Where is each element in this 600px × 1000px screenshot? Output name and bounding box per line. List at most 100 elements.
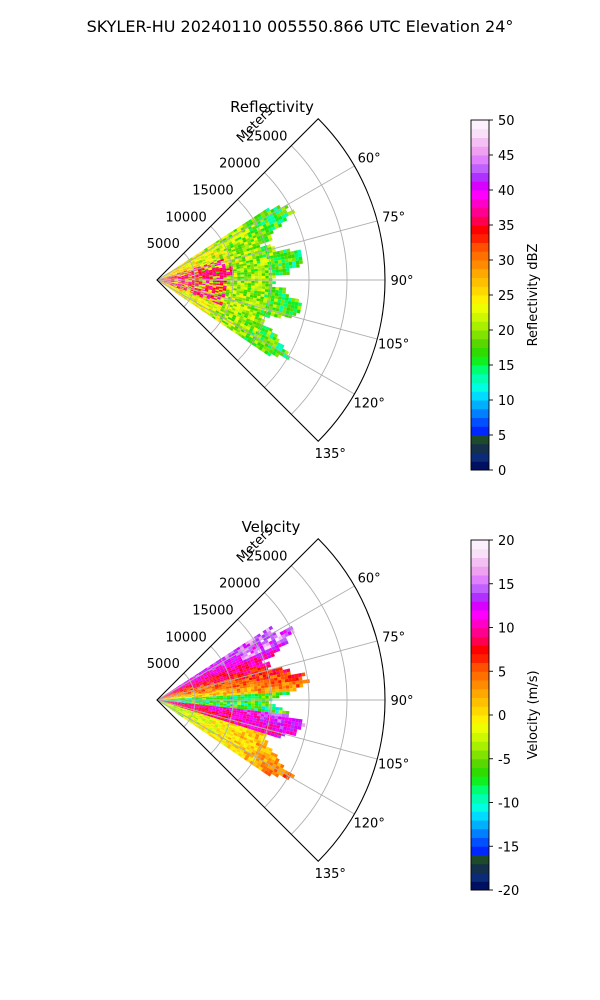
colorbar-swatch xyxy=(471,750,489,760)
echo-cell xyxy=(255,637,260,642)
echo-cell xyxy=(286,671,292,676)
echo-cell xyxy=(250,684,254,688)
echo-cell xyxy=(216,282,220,284)
echo-cell xyxy=(214,673,219,677)
echo-cell xyxy=(204,721,208,725)
echo-cell xyxy=(179,709,183,712)
echo-cell xyxy=(271,286,276,290)
echo-cell xyxy=(227,316,232,321)
echo-cell xyxy=(244,694,248,697)
echo-cell xyxy=(285,265,290,269)
echo-cell xyxy=(217,294,222,297)
echo-cell xyxy=(187,692,192,695)
echo-cell xyxy=(203,723,207,727)
echo-cell xyxy=(223,705,227,708)
echo-cell xyxy=(233,252,237,256)
echo-cell xyxy=(202,681,207,685)
echo-cell xyxy=(198,286,202,289)
echo-cell xyxy=(162,703,166,706)
echo-cell xyxy=(261,695,266,699)
echo-cell xyxy=(237,282,241,285)
echo-cell xyxy=(187,285,192,288)
echo-cell xyxy=(272,272,276,276)
echo-cell xyxy=(286,248,291,253)
echo-cell xyxy=(232,670,237,674)
echo-cell xyxy=(206,680,210,683)
echo-cell xyxy=(284,212,289,218)
echo-cell xyxy=(262,325,267,330)
echo-cell xyxy=(183,296,187,299)
echo-cell xyxy=(227,308,232,312)
echo-cell xyxy=(219,730,224,734)
echo-cell xyxy=(254,290,258,294)
azimuth-spoke xyxy=(156,279,355,395)
echo-cell xyxy=(270,653,275,658)
echo-cell xyxy=(255,300,260,304)
echo-cell xyxy=(204,711,209,714)
echo-cell xyxy=(256,633,262,638)
echo-cell xyxy=(214,293,219,296)
echo-cell xyxy=(227,232,232,237)
colorbar-swatch xyxy=(471,636,489,646)
echo-cell xyxy=(237,739,242,744)
echo-cell xyxy=(232,250,237,254)
echo-cell xyxy=(195,673,199,677)
echo-cell xyxy=(177,285,181,288)
echo-cell xyxy=(255,723,260,727)
echo-cell xyxy=(297,725,302,731)
echo-cell xyxy=(237,704,241,708)
echo-cell xyxy=(197,711,201,714)
azimuth-spoke xyxy=(156,699,378,760)
echo-cell xyxy=(199,674,204,678)
echo-cell xyxy=(255,233,260,238)
echo-cell xyxy=(209,284,213,287)
echo-cell xyxy=(216,720,220,723)
echo-cell xyxy=(256,311,261,315)
echo-cell xyxy=(264,212,269,217)
echo-cell xyxy=(213,680,218,684)
colorbar-swatch xyxy=(471,155,489,165)
echo-cell xyxy=(179,708,184,711)
echo-cell xyxy=(215,710,219,713)
echo-cell xyxy=(259,677,264,681)
echo-cell xyxy=(199,302,204,306)
echo-cell xyxy=(173,285,177,288)
colorbar-swatch xyxy=(471,688,489,698)
echo-cell xyxy=(246,670,252,674)
echo-cell xyxy=(246,684,251,688)
echo-cell xyxy=(286,307,291,312)
echo-cell xyxy=(253,712,258,716)
echo-cell xyxy=(259,211,265,216)
echo-cell xyxy=(272,727,277,731)
echo-cell xyxy=(201,670,206,674)
echo-cell xyxy=(185,684,189,687)
echo-cell xyxy=(273,254,278,259)
echo-cell xyxy=(271,668,277,673)
echo-cell xyxy=(209,727,213,731)
echo-cell xyxy=(201,299,206,302)
echo-cell xyxy=(228,250,233,254)
echo-cell xyxy=(177,277,182,279)
echo-cell xyxy=(243,330,248,335)
echo-cell xyxy=(205,697,210,700)
echo-cell xyxy=(223,693,227,696)
echo-cell xyxy=(257,268,262,272)
echo-cell xyxy=(209,718,214,721)
echo-cell xyxy=(188,276,192,278)
echo-cell xyxy=(265,642,271,647)
echo-cell xyxy=(270,298,275,302)
echo-cell xyxy=(259,330,265,335)
echo-cell xyxy=(231,309,236,313)
echo-cell xyxy=(163,278,168,280)
echo-cell xyxy=(282,265,286,270)
echo-cell xyxy=(169,272,174,275)
echo-cell xyxy=(241,237,247,241)
echo-cell xyxy=(210,665,215,669)
echo-cell xyxy=(170,280,175,282)
echo-cell xyxy=(220,678,225,682)
echo-cell xyxy=(249,246,254,251)
echo-cell xyxy=(220,727,225,731)
echo-cell xyxy=(258,701,262,704)
echo-cell xyxy=(252,676,257,680)
echo-cell xyxy=(262,345,268,351)
